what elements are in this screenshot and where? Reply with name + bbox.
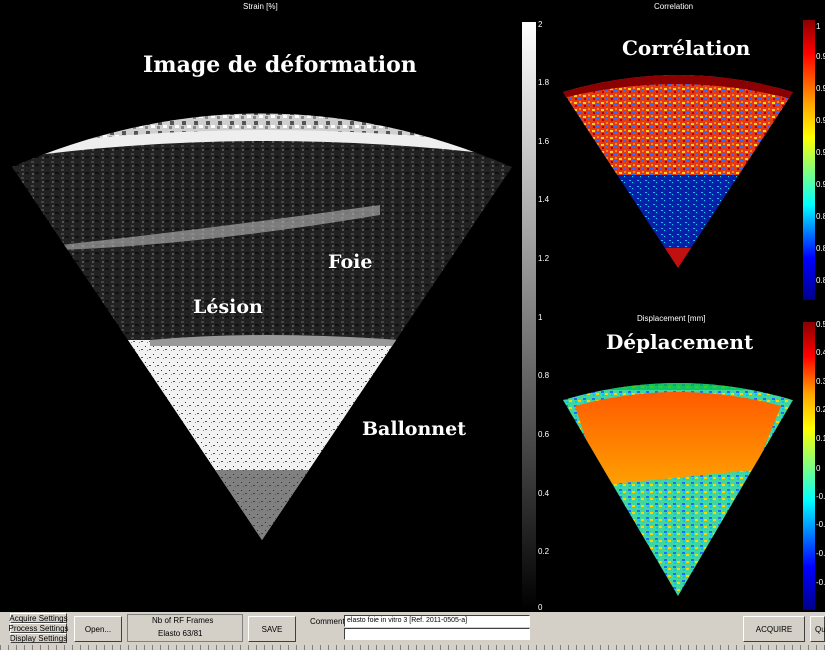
quit-button[interactable]: Qu [810, 616, 825, 642]
displacement-overlay-title: Déplacement [606, 330, 754, 354]
corr-cb-tick: 0.9 [816, 116, 825, 125]
corr-cb-tick: 0.9 [816, 148, 825, 157]
disp-cb-tick: -0. [816, 549, 825, 558]
rf-frames-box [127, 614, 243, 642]
strain-cb-tick: 0.2 [538, 547, 550, 556]
label-balloon: Ballonnet [362, 418, 466, 440]
disp-cb-tick: -0. [816, 520, 825, 529]
corr-cb-tick: 0.9 [816, 180, 825, 189]
corr-cb-tick: 0.9 [816, 84, 825, 93]
save-button[interactable]: SAVE [248, 616, 296, 642]
strain-cb-tick: 1 [538, 313, 543, 322]
strain-plot-title: Strain [%] [243, 2, 278, 11]
displacement-plot-title: Displacement [mm] [637, 314, 706, 323]
strain-cb-tick: 0 [538, 603, 543, 612]
disp-cb-tick: 0.4 [816, 348, 825, 357]
ruler-ticks [0, 645, 825, 650]
process-settings-button[interactable]: Process Settings [8, 623, 69, 633]
strain-cb-tick: 2 [538, 20, 543, 29]
strain-plot [12, 113, 512, 540]
correlation-colorbar [803, 20, 815, 300]
display-panel: Strain [%] [0, 0, 825, 612]
disp-cb-tick: 0 [816, 464, 821, 473]
comment-label: Comment: [310, 617, 347, 626]
corr-cb-tick: 0.8 [816, 212, 825, 221]
disp-cb-tick: 0.3 [816, 377, 825, 386]
correlation-overlay-title: Corrélation [622, 36, 751, 60]
disp-cb-tick: 0.1 [816, 434, 825, 443]
label-liver: Foie [328, 251, 373, 273]
label-lesion: Lésion [193, 296, 263, 318]
corr-cb-tick: 0.8 [816, 244, 825, 253]
acquire-settings-button[interactable]: Acquire Settings [9, 613, 68, 623]
strain-cb-tick: 1.8 [538, 78, 550, 87]
comment-input[interactable]: elasto foie in vitro 3 [Ref. 2011-0505-a… [344, 615, 530, 627]
acquire-button[interactable]: ACQUIRE [743, 616, 805, 642]
correlation-plot [563, 75, 793, 268]
correlation-plot-title: Correlation [654, 2, 694, 11]
disp-cb-tick: -0. [816, 578, 825, 587]
disp-cb-tick: 0.2 [816, 405, 825, 414]
strain-overlay-title: Image de déformation [143, 52, 417, 78]
strain-cb-tick: 1.2 [538, 254, 550, 263]
strain-cb-tick: 1.6 [538, 137, 550, 146]
strain-colorbar [522, 22, 536, 610]
corr-cb-tick: 0.8 [816, 276, 825, 285]
corr-cb-tick: 0.9 [816, 52, 825, 61]
comment-input-2[interactable] [344, 628, 530, 640]
nb-rf-frames-label: Nb of RF Frames [152, 616, 214, 625]
strain-cb-tick: 0.6 [538, 430, 550, 439]
strain-cb-tick: 0.4 [538, 489, 550, 498]
open-button[interactable]: Open... [74, 616, 122, 642]
control-bar: Acquire Settings Process Settings Displa… [0, 612, 825, 650]
strain-cb-tick: 1.4 [538, 195, 550, 204]
displacement-plot [563, 383, 793, 596]
strain-cb-tick: 0.8 [538, 371, 550, 380]
disp-cb-tick: 0.5 [816, 320, 825, 329]
display-settings-button[interactable]: Display Settings [9, 633, 68, 643]
elasto-counter: Elasto 63/81 [158, 629, 203, 638]
corr-cb-tick: 1 [816, 22, 821, 31]
disp-cb-tick: -0. [816, 492, 825, 501]
displacement-colorbar [803, 322, 815, 610]
